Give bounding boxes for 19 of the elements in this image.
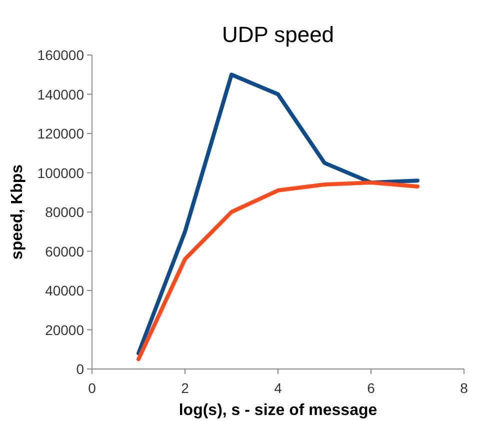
x-tick-label: 8 (460, 380, 468, 396)
y-tick-label: 100000 (37, 164, 84, 181)
x-axis-title: log(s), s - size of message (178, 402, 378, 419)
line-series (136, 72, 420, 356)
x-tick-label: 4 (274, 380, 282, 396)
y-axis-title: speed, Kbps (9, 164, 26, 260)
y-tick-label: 140000 (37, 86, 84, 102)
x-tick-label: 6 (367, 380, 376, 396)
y-tick-label: 120000 (37, 126, 84, 142)
y-tick-label: 160000 (37, 47, 84, 63)
y-tick-label: 20000 (45, 322, 84, 338)
x-tick-label: 2 (181, 380, 190, 396)
y-tick-label: 40000 (45, 282, 84, 298)
x-tick-label: 0 (88, 380, 96, 396)
y-tick-label: 80000 (45, 204, 84, 220)
y-tick-label: 0 (76, 361, 84, 377)
chart-title: UDP speed (222, 22, 334, 47)
line-series (136, 180, 420, 362)
y-tick-label: 60000 (45, 243, 84, 260)
